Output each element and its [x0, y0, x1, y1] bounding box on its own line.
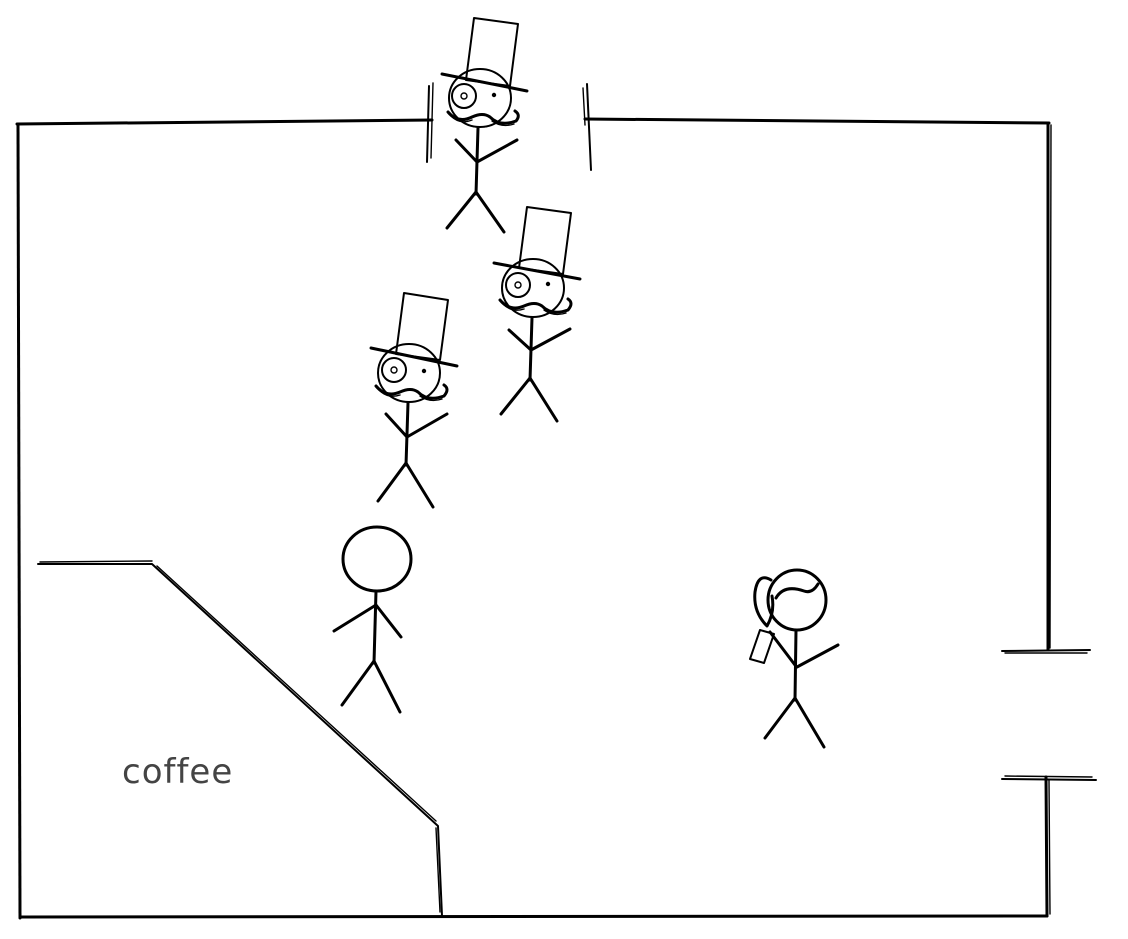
right-doorway [1001, 649, 1097, 781]
head-icon [766, 568, 828, 632]
monocle-icon [505, 272, 531, 298]
top-wall-left [15, 118, 434, 126]
gentleman-figure [492, 206, 582, 423]
top-wall-right [583, 117, 1051, 125]
mustache-icon [498, 297, 573, 314]
head-icon [341, 525, 413, 593]
room-walls [15, 117, 1052, 920]
ponytail-icon [753, 576, 775, 628]
top-hat-icon [518, 206, 572, 275]
monocle-icon [381, 357, 407, 383]
plain-person-figure [332, 525, 413, 714]
coffee-counter: coffee [37, 560, 443, 917]
bottom-wall [18, 914, 1049, 919]
coffee-label: coffee [122, 752, 233, 792]
top-hat-icon [465, 17, 519, 87]
right-wall-lower [1044, 775, 1049, 918]
gentleman-figure [440, 17, 529, 234]
gentleman-figure [369, 292, 459, 509]
ponytail-person-figure [749, 568, 840, 749]
monocle-icon [451, 83, 477, 109]
mustache-icon [374, 383, 449, 400]
top-doorway [426, 82, 592, 171]
left-wall [16, 123, 22, 920]
mustache-icon [446, 109, 520, 125]
top-hat-icon [395, 292, 449, 361]
head-icon [448, 68, 512, 128]
